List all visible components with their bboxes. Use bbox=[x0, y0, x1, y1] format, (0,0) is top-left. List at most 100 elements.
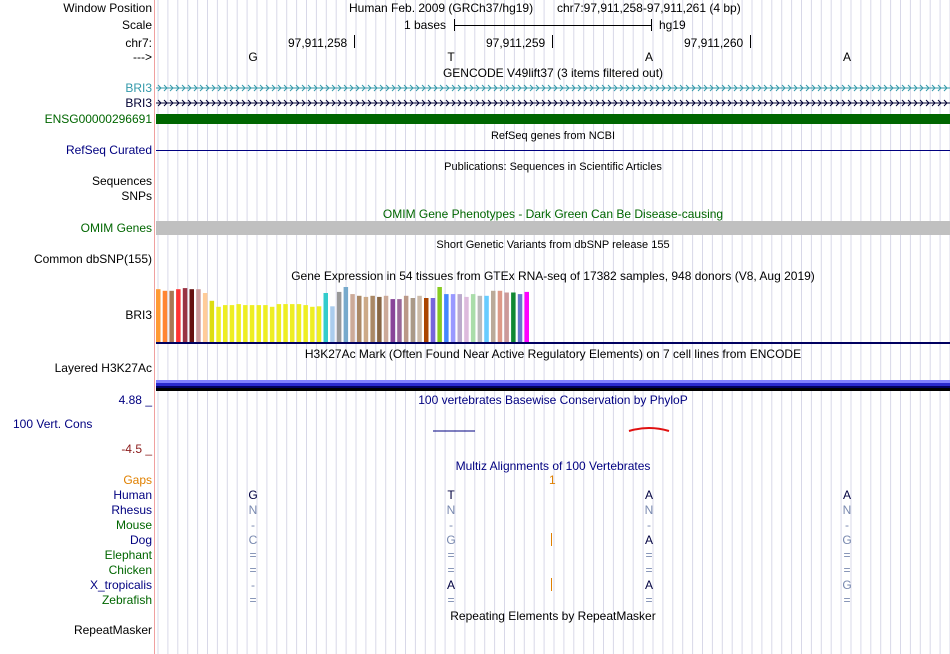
dbsnp-track-title[interactable]: Short Genetic Variants from dbSNP releas… bbox=[436, 239, 670, 251]
publications-track-title[interactable]: Publications: Sequences in Scientific Ar… bbox=[444, 161, 662, 173]
gtex-tissue-bar[interactable] bbox=[504, 292, 509, 343]
gtex-tissue-bar[interactable] bbox=[296, 304, 302, 342]
gtex-tissue-bar[interactable] bbox=[169, 290, 174, 342]
gtex-gene-label[interactable]: BRI3 bbox=[125, 308, 152, 322]
gtex-tissue-bar[interactable] bbox=[357, 295, 362, 342]
dbsnp-track-label[interactable]: Common dbSNP(155) bbox=[33, 252, 152, 266]
h3k27ac-track-label[interactable]: Layered H3K27Ac bbox=[54, 361, 152, 375]
omim-track-title[interactable]: OMIM Gene Phenotypes - Dark Green Can Be… bbox=[382, 207, 724, 221]
gtex-tissue-bar[interactable] bbox=[370, 295, 375, 342]
gtex-tissue-bar[interactable] bbox=[202, 293, 208, 342]
gtex-tissue-bar[interactable] bbox=[162, 290, 168, 342]
gtex-tissue-bar[interactable] bbox=[437, 287, 442, 342]
gtex-tissue-bar[interactable] bbox=[390, 299, 396, 342]
gtex-tissue-bar[interactable] bbox=[403, 295, 409, 342]
gtex-tissue-bar[interactable] bbox=[189, 289, 195, 342]
gtex-tissue-bar[interactable] bbox=[209, 300, 215, 343]
gtex-tissue-bar[interactable] bbox=[156, 289, 161, 342]
gtex-tissue-bar[interactable] bbox=[497, 290, 503, 342]
gtex-tissue-bar[interactable] bbox=[397, 299, 402, 342]
gtex-tissue-bar[interactable] bbox=[377, 296, 382, 342]
gtex-tissue-bar[interactable] bbox=[457, 294, 463, 342]
species-label[interactable]: Dog bbox=[129, 533, 152, 547]
multiz-track-title[interactable]: Multiz Alignments of 100 Vertebrates bbox=[455, 459, 651, 473]
gtex-tissue-bar[interactable] bbox=[430, 298, 436, 342]
gtex-tissue-bar[interactable] bbox=[182, 288, 188, 342]
gtex-tissue-bar[interactable] bbox=[336, 291, 342, 342]
gtex-tissue-bar[interactable] bbox=[290, 304, 295, 342]
gtex-tissue-bar[interactable] bbox=[176, 289, 181, 342]
scale-label: Scale bbox=[121, 18, 152, 32]
gtex-tissue-bar[interactable] bbox=[263, 305, 268, 342]
gtex-tissue-bar[interactable] bbox=[243, 305, 248, 342]
refseq-track-title[interactable]: RefSeq genes from NCBI bbox=[490, 130, 616, 142]
conservation-track-title[interactable]: 100 vertebrates Basewise Conservation by… bbox=[418, 393, 688, 407]
gtex-tissue-bar[interactable] bbox=[524, 291, 530, 342]
gtex-track-title[interactable]: Gene Expression in 54 tissues from GTEx … bbox=[291, 269, 815, 283]
species-label[interactable]: Zebrafish bbox=[101, 593, 152, 607]
repeatmasker-track-title[interactable]: Repeating Elements by RepeatMasker bbox=[450, 609, 656, 623]
species-label[interactable]: Human bbox=[113, 488, 152, 502]
gtex-tissue-bar[interactable] bbox=[269, 306, 275, 342]
gtex-tissue-bar[interactable] bbox=[383, 295, 389, 342]
gtex-tissue-bar[interactable] bbox=[491, 290, 496, 342]
species-label[interactable]: Chicken bbox=[108, 563, 152, 577]
gencode-track-title[interactable]: GENCODE V49lift37 (3 items filtered out) bbox=[442, 66, 664, 80]
gtex-tissue-bar[interactable] bbox=[216, 306, 221, 342]
aligned-base: G bbox=[842, 533, 852, 547]
gtex-tissue-bar[interactable] bbox=[470, 294, 476, 342]
position-readout[interactable]: chr7:97,911,258-97,911,261 (4 bp) bbox=[557, 1, 741, 15]
gtex-tissue-bar[interactable] bbox=[316, 306, 322, 343]
species-label[interactable]: Rhesus bbox=[111, 503, 152, 517]
species-label[interactable]: Mouse bbox=[115, 518, 152, 532]
h3k27ac-track-title[interactable]: H3K27Ac Mark (Often Found Near Active Re… bbox=[304, 347, 802, 361]
gtex-tissue-bar[interactable] bbox=[350, 294, 355, 342]
omim-track-label[interactable]: OMIM Genes bbox=[80, 221, 152, 235]
gencode-row-label[interactable]: BRI3 bbox=[125, 96, 152, 110]
gtex-tissue-bar[interactable] bbox=[283, 304, 288, 342]
aligned-base: N bbox=[842, 503, 852, 517]
gtex-expression-bars[interactable] bbox=[156, 284, 950, 346]
gtex-tissue-bar[interactable] bbox=[417, 295, 422, 342]
gtex-tissue-bar[interactable] bbox=[310, 306, 315, 342]
gtex-tissue-bar[interactable] bbox=[477, 295, 483, 342]
gtex-tissue-bar[interactable] bbox=[464, 296, 469, 342]
conservation-signal[interactable] bbox=[156, 420, 950, 440]
repeatmasker-track-label[interactable]: RepeatMasker bbox=[73, 623, 152, 637]
gtex-tissue-bar[interactable] bbox=[323, 293, 329, 342]
publications-row-label[interactable]: SNPs bbox=[121, 189, 152, 203]
gencode-transcript-arrows[interactable] bbox=[156, 96, 950, 110]
gtex-tissue-bar[interactable] bbox=[484, 295, 489, 342]
gtex-tissue-bar[interactable] bbox=[256, 305, 262, 342]
gtex-tissue-bar[interactable] bbox=[363, 296, 369, 342]
gtex-tissue-bar[interactable] bbox=[444, 294, 449, 342]
ensg-exon-block[interactable] bbox=[156, 114, 950, 124]
refseq-gene-line[interactable] bbox=[156, 150, 950, 151]
gtex-tissue-bar[interactable] bbox=[424, 298, 429, 342]
gtex-tissue-bar[interactable] bbox=[276, 304, 282, 342]
gtex-tissue-bar[interactable] bbox=[223, 305, 228, 342]
aligned-base: = bbox=[645, 548, 653, 562]
gencode-row-label[interactable]: BRI3 bbox=[125, 81, 152, 95]
aligned-base: = bbox=[249, 593, 257, 607]
gtex-tissue-bar[interactable] bbox=[196, 289, 201, 342]
refseq-track-label[interactable]: RefSeq Curated bbox=[65, 143, 152, 157]
gtex-tissue-bar[interactable] bbox=[229, 305, 235, 342]
gtex-tissue-bar[interactable] bbox=[303, 305, 308, 342]
gtex-tissue-bar[interactable] bbox=[343, 287, 349, 342]
gtex-tissue-bar[interactable] bbox=[517, 294, 523, 342]
gtex-tissue-bar[interactable] bbox=[450, 294, 456, 342]
publications-row-label[interactable]: Sequences bbox=[91, 174, 152, 188]
gtex-tissue-bar[interactable] bbox=[330, 306, 335, 343]
aligned-base: - bbox=[251, 518, 255, 532]
gtex-tissue-bar[interactable] bbox=[249, 305, 255, 342]
species-label[interactable]: X_tropicalis bbox=[89, 578, 152, 592]
species-label[interactable]: Elephant bbox=[104, 548, 152, 562]
gencode-row-label[interactable]: ENSG00000296691 bbox=[44, 112, 152, 126]
omim-phenotype-block[interactable] bbox=[156, 221, 950, 235]
gtex-tissue-bar[interactable] bbox=[511, 292, 516, 343]
gencode-transcript-arrows[interactable] bbox=[156, 81, 950, 95]
gtex-tissue-bar[interactable] bbox=[236, 304, 241, 342]
gtex-tissue-bar[interactable] bbox=[410, 298, 416, 342]
conservation-track-label[interactable]: 100 Vert. Cons bbox=[13, 417, 93, 431]
